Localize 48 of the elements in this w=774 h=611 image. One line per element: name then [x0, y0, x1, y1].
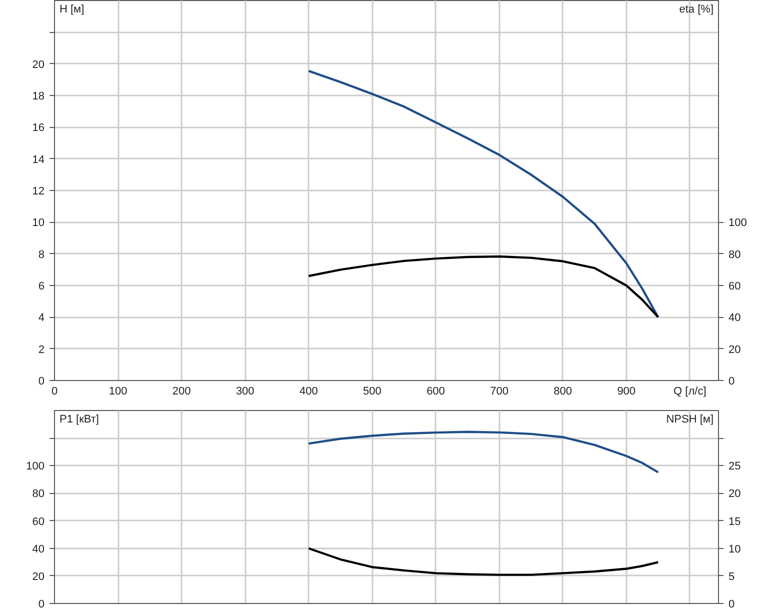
y2-tick-label: 25 — [728, 460, 741, 473]
x-tick-label: 0 — [51, 386, 58, 398]
y-tick-label: 20 — [32, 570, 45, 583]
y2-tick-label: 20 — [728, 488, 741, 500]
y2-axis-title: NPSH [м] — [666, 414, 714, 426]
y-tick-label: 6 — [38, 280, 45, 292]
y-tick-label: 100 — [26, 460, 45, 473]
y2-tick-label: 0 — [728, 598, 735, 610]
x-tick-label: 500 — [363, 386, 382, 398]
y2-tick-label: 5 — [728, 570, 735, 583]
y-tick-label: 80 — [32, 488, 45, 500]
y-axis-title: H [м] — [60, 4, 84, 16]
y-tick-label: 4 — [38, 312, 45, 324]
y-tick-label: 12 — [32, 186, 45, 198]
y2-tick-label: 80 — [728, 248, 741, 261]
y2-tick-label: 60 — [728, 280, 741, 292]
x-tick-label: 100 — [108, 386, 128, 398]
line-series — [308, 430, 660, 474]
line-series — [308, 255, 660, 318]
y-tick-label: 18 — [32, 90, 45, 102]
y-tick-label: 16 — [32, 122, 45, 134]
x-tick-label: Q [л/с] — [674, 386, 706, 398]
y-tick-label: 2 — [38, 344, 45, 356]
x-tick-label: 200 — [172, 386, 191, 398]
y2-axis-title: eta [%] — [679, 4, 714, 16]
y-tick-label: 8 — [38, 248, 45, 261]
y-tick-label: 20 — [32, 58, 45, 71]
y2-tick-label: 100 — [728, 217, 747, 230]
y-tick-label: 0 — [38, 598, 45, 610]
y-tick-label: 14 — [32, 154, 45, 166]
x-tick-label: 400 — [299, 386, 318, 398]
x-tick-label: 900 — [617, 386, 636, 398]
y-tick-label: 10 — [32, 217, 45, 230]
y2-tick-label: 40 — [728, 312, 741, 324]
x-tick-label: 300 — [236, 386, 254, 398]
x-tick-label: 600 — [426, 386, 445, 398]
x-tick-label: 700 — [490, 386, 508, 398]
y2-tick-label: 0 — [728, 376, 735, 388]
y2-tick-label: 10 — [728, 543, 741, 556]
y-tick-label: 60 — [32, 516, 45, 528]
y-axis-title: P1 [кВт] — [60, 414, 99, 426]
y2-tick-label: 20 — [728, 344, 741, 356]
y-tick-label: 40 — [32, 543, 45, 556]
line-series — [308, 547, 660, 576]
y-tick-label: 0 — [38, 376, 45, 388]
line-series — [308, 70, 660, 318]
x-tick-label: 800 — [554, 386, 572, 398]
y2-tick-label: 15 — [728, 516, 741, 528]
